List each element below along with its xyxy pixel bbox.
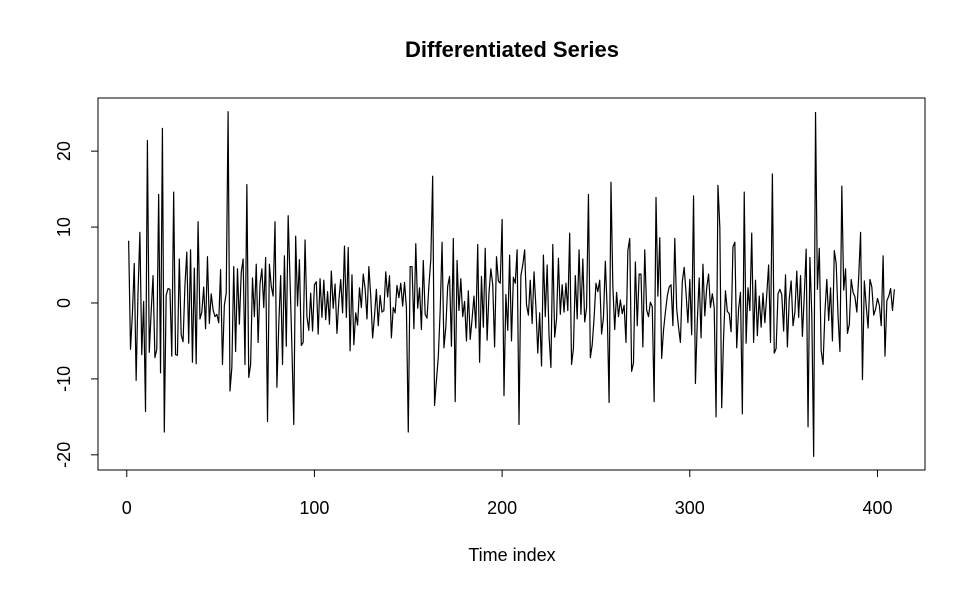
x-tick-label: 200 xyxy=(487,498,517,518)
x-tick-label: 300 xyxy=(675,498,705,518)
series-line xyxy=(128,111,895,457)
chart-title: Differentiated Series xyxy=(405,37,619,62)
y-tick-label: -20 xyxy=(54,442,74,468)
y-tick-label: 20 xyxy=(54,141,74,161)
x-tick-label: 400 xyxy=(862,498,892,518)
x-tick-label: 0 xyxy=(122,498,132,518)
x-tick-label: 100 xyxy=(299,498,329,518)
y-tick-label: 10 xyxy=(54,217,74,237)
x-axis-label: Time index xyxy=(468,545,555,565)
y-tick-label: -10 xyxy=(54,366,74,392)
y-tick-label: 0 xyxy=(54,298,74,308)
